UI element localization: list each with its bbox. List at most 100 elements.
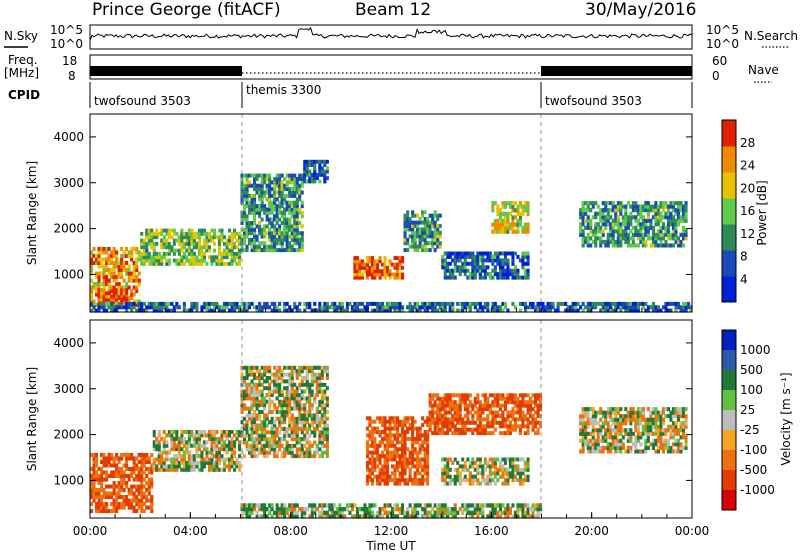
- heatmap-cell: [278, 410, 282, 414]
- heatmap-cell: [288, 180, 292, 185]
- heatmap-cell: [182, 460, 186, 465]
- heatmap-cell: [295, 393, 299, 397]
- heatmap-cell: [461, 251, 465, 256]
- power-colorbar-tick: 8: [740, 250, 748, 264]
- heatmap-cell: [564, 301, 568, 306]
- heatmap-cell: [491, 471, 495, 476]
- heatmap-cell: [172, 454, 176, 459]
- heatmap-cell: [614, 208, 618, 213]
- heatmap-cell: [308, 396, 312, 401]
- heatmap-cell: [215, 261, 219, 266]
- heatmap-cell: [365, 272, 369, 277]
- heatmap-cell: [413, 234, 417, 239]
- heatmap-cell: [513, 410, 517, 415]
- heatmap-cell: [629, 308, 633, 313]
- heatmap-cell: [584, 225, 588, 230]
- heatmap-cell: [471, 261, 475, 266]
- heatmap-cell: [145, 251, 149, 256]
- heatmap-cell: [498, 258, 502, 263]
- heatmap-cell: [260, 389, 264, 394]
- heatmap-cell: [406, 457, 410, 462]
- heatmap-cell: [365, 256, 369, 260]
- heatmap-cell: [521, 226, 525, 231]
- heatmap-cell: [483, 251, 487, 256]
- heatmap-cell: [491, 393, 495, 398]
- heatmap-cell: [270, 420, 274, 425]
- heatmap-cell: [423, 227, 427, 232]
- heatmap-cell: [413, 440, 417, 445]
- heatmap-cell: [396, 269, 400, 274]
- heatmap-cell: [295, 234, 299, 239]
- heatmap-cell: [303, 163, 307, 167]
- heatmap-cell: [130, 491, 134, 496]
- heatmap-cell: [197, 235, 201, 240]
- heatmap-cell: [107, 278, 111, 283]
- heatmap-cell: [230, 447, 234, 452]
- heatmap-cell: [411, 443, 415, 448]
- heatmap-cell: [195, 258, 199, 263]
- heatmap-cell: [222, 308, 226, 313]
- heatmap-cell: [393, 447, 397, 452]
- heatmap-cell: [115, 491, 119, 496]
- heatmap-cell: [498, 460, 502, 465]
- heatmap-cell: [682, 301, 686, 306]
- heatmap-cell: [288, 416, 292, 421]
- heatmap-cell: [426, 443, 430, 448]
- heatmap-cell: [295, 369, 299, 374]
- heatmap-cell: [526, 222, 530, 227]
- heatmap-cell: [386, 426, 390, 431]
- heatmap-cell: [614, 243, 618, 248]
- heatmap-cell: [305, 305, 309, 310]
- heatmap-cell: [644, 208, 648, 213]
- heatmap-cell: [260, 231, 264, 236]
- heatmap-cell: [481, 474, 485, 479]
- heatmap-cell: [243, 214, 247, 219]
- heatmap-cell: [523, 254, 527, 259]
- heatmap-cell: [641, 243, 645, 248]
- heatmap-cell: [280, 437, 284, 442]
- heatmap-cell: [263, 190, 267, 195]
- heatmap-cell: [250, 389, 254, 394]
- heatmap-cell: [619, 305, 623, 310]
- nsky-label: N.Sky: [4, 29, 38, 43]
- heatmap-cell: [619, 431, 623, 436]
- heatmap-cell: [190, 255, 194, 260]
- heatmap-cell: [523, 275, 527, 280]
- heatmap-cell: [170, 440, 174, 445]
- heatmap-cell: [606, 236, 610, 241]
- heatmap-cell: [117, 294, 121, 299]
- heatmap-cell: [308, 447, 312, 452]
- heatmap-cell: [646, 215, 650, 220]
- heatmap-cell: [275, 450, 279, 455]
- heatmap-cell: [268, 177, 272, 181]
- heatmap-cell: [463, 305, 467, 310]
- heatmap-cell: [604, 417, 608, 422]
- heatmap-cell: [463, 396, 467, 401]
- heatmap-cell: [125, 253, 129, 258]
- heatmap-cell: [293, 183, 297, 188]
- cpid-row: CPID twofsound 3503 themis 3300 twofsoun…: [8, 82, 693, 108]
- heatmap-cell: [190, 258, 194, 263]
- heatmap-cell: [115, 452, 119, 457]
- heatmap-cell: [594, 211, 598, 216]
- heatmap-cell: [210, 457, 214, 462]
- heatmap-cell: [664, 201, 668, 206]
- heatmap-cell: [501, 211, 505, 216]
- heatmap-cell: [378, 269, 382, 274]
- heatmap-cell: [451, 424, 455, 429]
- heatmap-cell: [383, 457, 387, 462]
- heatmap-cell: [631, 204, 635, 209]
- heatmap-cell: [511, 464, 515, 469]
- heatmap-cell: [421, 443, 425, 448]
- heatmap-cell: [373, 447, 377, 452]
- heatmap-cell: [471, 417, 475, 422]
- heatmap-cell: [521, 261, 525, 266]
- heatmap-cell: [423, 430, 427, 434]
- heatmap-cell: [491, 261, 495, 266]
- heatmap-cell: [421, 220, 425, 225]
- heatmap-cell: [641, 218, 645, 223]
- heatmap-cell: [624, 421, 628, 426]
- heatmap-cell: [258, 426, 262, 431]
- heatmap-cell: [416, 220, 420, 225]
- heatmap-cell: [268, 450, 272, 455]
